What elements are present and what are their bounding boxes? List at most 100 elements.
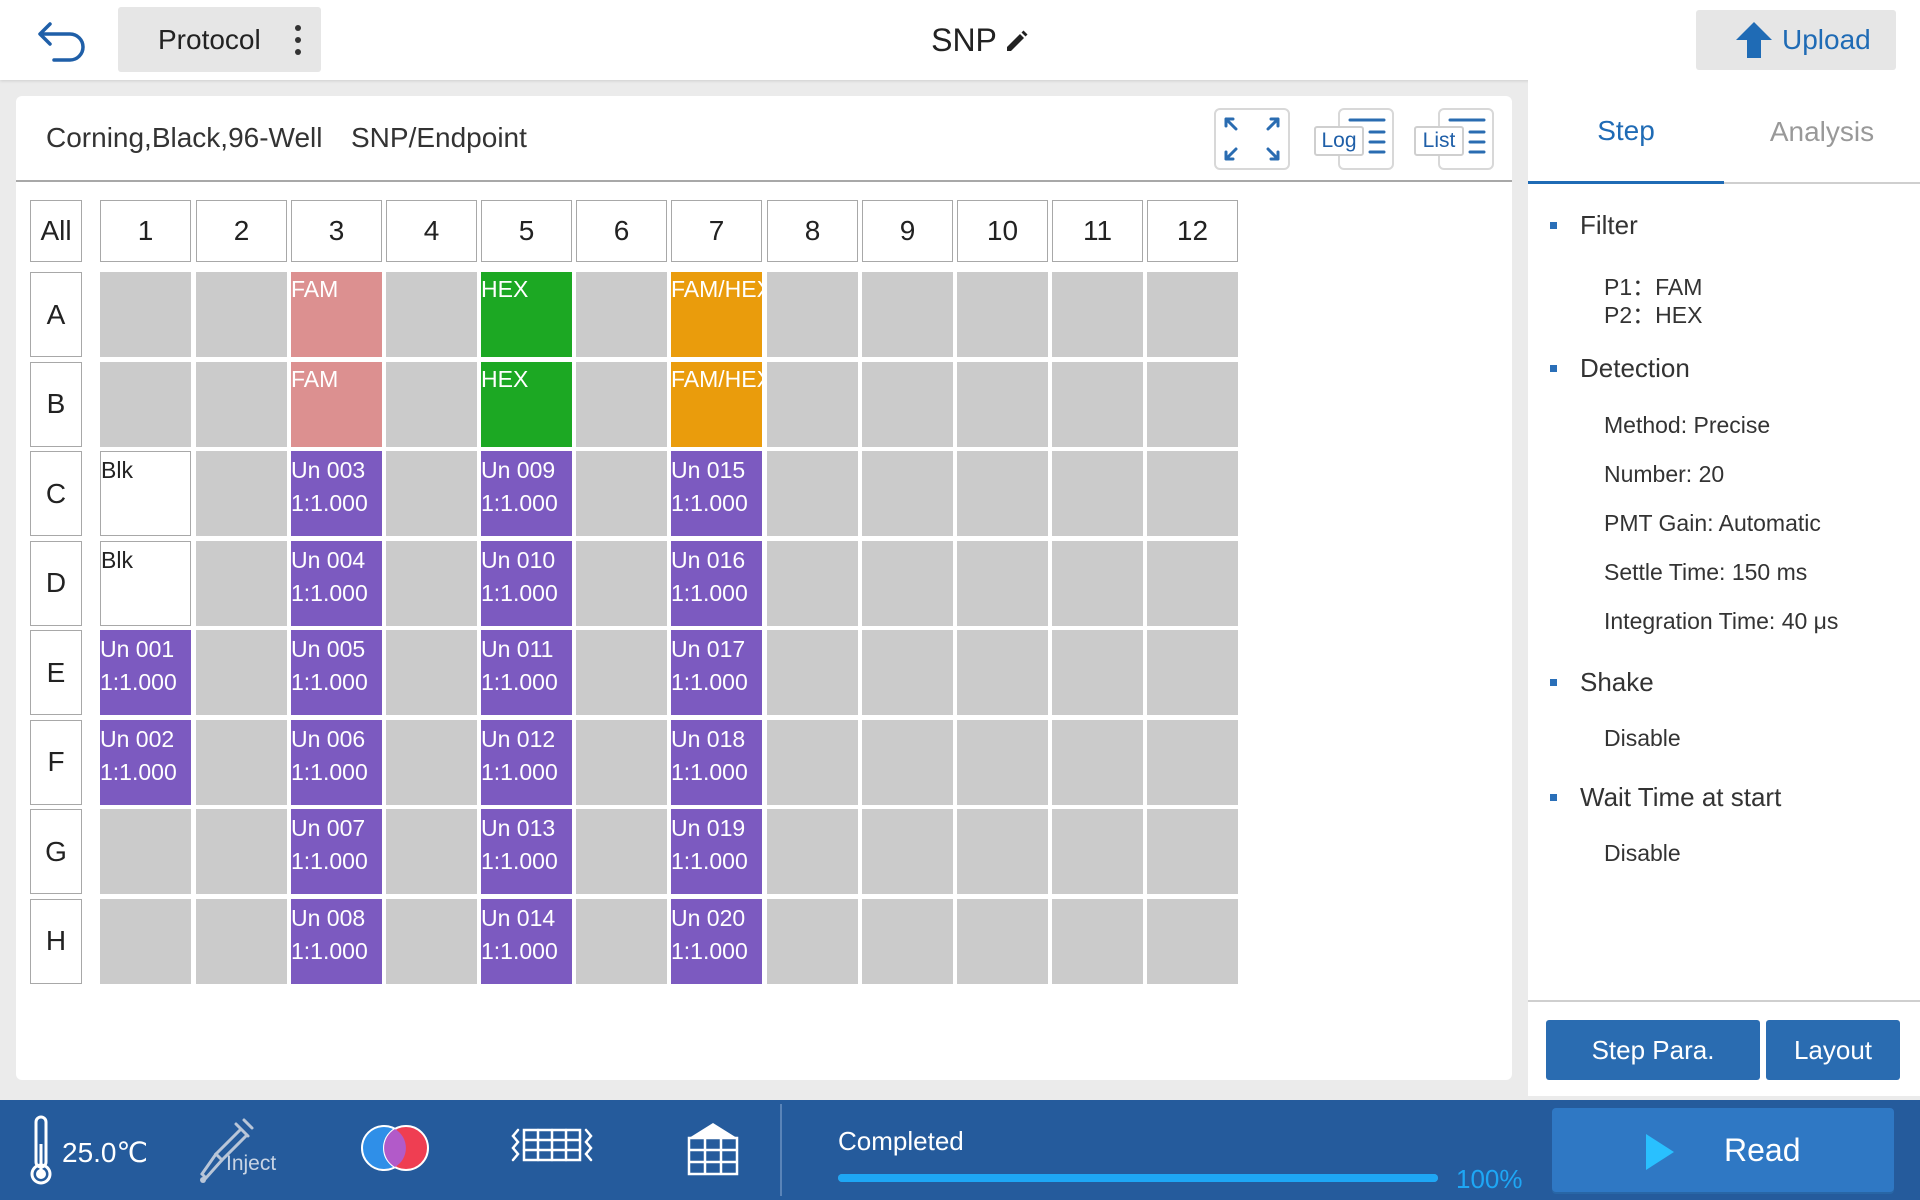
read-button[interactable]: Read — [1552, 1108, 1894, 1194]
plate-well[interactable] — [100, 898, 191, 984]
plate-well[interactable] — [1052, 809, 1143, 894]
plate-well[interactable] — [1147, 451, 1238, 536]
plate-well[interactable]: Un 004 1:1.000 — [291, 540, 382, 626]
plate-well[interactable] — [1147, 630, 1238, 715]
step-para-button[interactable]: Step Para. — [1546, 1020, 1760, 1080]
plate-well[interactable] — [576, 809, 667, 894]
plate-well[interactable] — [1052, 451, 1143, 536]
color-filter-icon[interactable] — [358, 1120, 434, 1176]
plate-well[interactable] — [196, 898, 287, 984]
expand-button[interactable] — [1214, 108, 1290, 170]
plate-well[interactable] — [767, 361, 858, 447]
plate-well[interactable] — [957, 719, 1048, 805]
plate-well[interactable]: Un 018 1:1.000 — [671, 719, 762, 805]
column-header[interactable]: 7 — [671, 200, 762, 262]
plate-well[interactable] — [862, 809, 953, 894]
kebab-menu-icon[interactable] — [293, 25, 303, 55]
plate-well[interactable] — [196, 809, 287, 894]
plate-well[interactable]: Blk — [100, 540, 191, 626]
plate-well[interactable] — [767, 898, 858, 984]
temperature-readout[interactable]: 25.0℃ — [62, 1137, 148, 1168]
plate-well[interactable]: Un 011 1:1.000 — [481, 630, 572, 715]
back-button[interactable] — [30, 10, 94, 70]
plate-well[interactable] — [862, 898, 953, 984]
plate-well[interactable] — [100, 809, 191, 894]
plate-well[interactable]: Un 016 1:1.000 — [671, 540, 762, 626]
plate-well[interactable] — [862, 719, 953, 805]
plate-well[interactable]: Un 006 1:1.000 — [291, 719, 382, 805]
plate-well[interactable]: Un 008 1:1.000 — [291, 898, 382, 984]
plate-well[interactable] — [862, 451, 953, 536]
pencil-icon[interactable] — [1003, 27, 1029, 53]
plate-well[interactable] — [576, 540, 667, 626]
row-header[interactable]: A — [30, 272, 82, 357]
plate-well[interactable]: Un 003 1:1.000 — [291, 451, 382, 536]
plate-well[interactable] — [1052, 540, 1143, 626]
plate-well[interactable]: Un 001 1:1.000 — [100, 630, 191, 715]
plate-well[interactable] — [957, 272, 1048, 357]
plate-well[interactable] — [386, 809, 477, 894]
plate-well[interactable] — [1052, 630, 1143, 715]
plate-well[interactable] — [386, 272, 477, 357]
plate-well[interactable]: Un 015 1:1.000 — [671, 451, 762, 536]
row-header[interactable]: G — [30, 809, 82, 894]
plate-well[interactable] — [767, 630, 858, 715]
upload-button[interactable]: Upload — [1696, 10, 1896, 70]
plate-well[interactable]: Un 005 1:1.000 — [291, 630, 382, 715]
plate-well[interactable]: Un 010 1:1.000 — [481, 540, 572, 626]
plate-well[interactable] — [1147, 272, 1238, 357]
column-header[interactable]: 9 — [862, 200, 953, 262]
plate-well[interactable] — [386, 540, 477, 626]
tab-analysis[interactable]: Analysis — [1769, 116, 1875, 147]
plate-well[interactable] — [862, 361, 953, 447]
plate-well[interactable] — [386, 361, 477, 447]
row-header[interactable]: C — [30, 451, 82, 536]
plate-well[interactable] — [196, 630, 287, 715]
plate-well[interactable]: HEX — [481, 272, 572, 357]
plate-well[interactable]: Blk — [100, 451, 191, 536]
column-header[interactable]: 6 — [576, 200, 667, 262]
plate-well[interactable] — [767, 451, 858, 536]
plate-well[interactable] — [957, 540, 1048, 626]
plate-well[interactable] — [1147, 361, 1238, 447]
column-header[interactable]: 3 — [291, 200, 382, 262]
plate-well[interactable] — [576, 451, 667, 536]
log-view-button[interactable]: Log — [1314, 108, 1408, 170]
plate-well[interactable]: Un 020 1:1.000 — [671, 898, 762, 984]
row-header[interactable]: D — [30, 540, 82, 626]
plate-well[interactable] — [1052, 719, 1143, 805]
row-header[interactable]: H — [30, 898, 82, 984]
plate-well[interactable]: HEX — [481, 361, 572, 447]
column-header[interactable]: 11 — [1052, 200, 1143, 262]
plate-well[interactable]: Un 019 1:1.000 — [671, 809, 762, 894]
plate-well[interactable]: FAM/HEX — [671, 272, 762, 357]
tab-step[interactable]: Step — [1528, 80, 1724, 184]
plate-well[interactable]: Un 014 1:1.000 — [481, 898, 572, 984]
plate-well[interactable]: Un 007 1:1.000 — [291, 809, 382, 894]
column-header[interactable]: 5 — [481, 200, 572, 262]
plate-well[interactable] — [957, 451, 1048, 536]
plate-well[interactable] — [386, 719, 477, 805]
plate-well[interactable] — [100, 361, 191, 447]
plate-well[interactable]: FAM — [291, 361, 382, 447]
column-header[interactable]: 12 — [1147, 200, 1238, 262]
column-header[interactable]: 10 — [957, 200, 1048, 262]
column-header[interactable]: 4 — [386, 200, 477, 262]
select-all-button[interactable]: All — [30, 200, 82, 262]
list-view-button[interactable]: List — [1414, 108, 1508, 170]
plate-well[interactable] — [767, 540, 858, 626]
plate-well[interactable] — [1147, 809, 1238, 894]
plate-well[interactable]: Un 013 1:1.000 — [481, 809, 572, 894]
plate-well[interactable] — [957, 809, 1048, 894]
plate-well[interactable] — [576, 630, 667, 715]
plate-well[interactable] — [1052, 361, 1143, 447]
plate-well[interactable]: Un 017 1:1.000 — [671, 630, 762, 715]
row-header[interactable]: B — [30, 361, 82, 447]
plate-well[interactable] — [196, 540, 287, 626]
plate-shake-icon[interactable] — [510, 1122, 594, 1172]
column-header[interactable]: 2 — [196, 200, 287, 262]
row-header[interactable]: F — [30, 719, 82, 805]
plate-well[interactable]: Un 002 1:1.000 — [100, 719, 191, 805]
plate-well[interactable] — [957, 361, 1048, 447]
protocol-button[interactable]: Protocol — [118, 7, 321, 72]
